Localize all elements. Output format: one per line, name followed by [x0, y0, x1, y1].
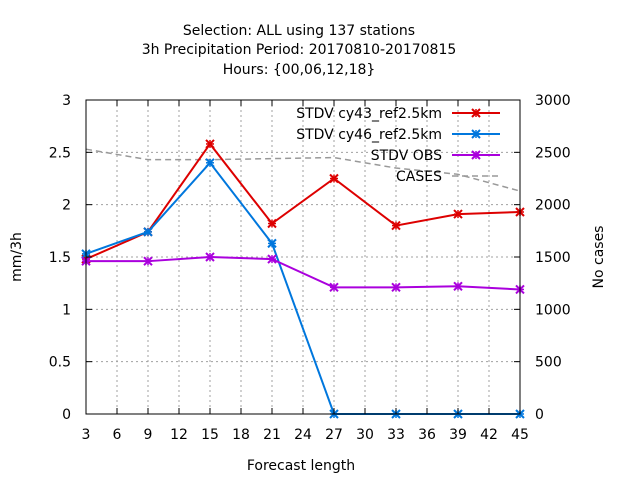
series-line-cases [85, 148, 521, 192]
data-point-stdv-cy46-ref2-5km [205, 158, 215, 168]
x-tick-label: 9 [144, 427, 153, 443]
cases-series [85, 148, 521, 192]
data-point-stdv-cy43-ref2-5km [329, 173, 339, 184]
y2-tick-label: 0 [535, 407, 544, 423]
data-point-stdv-obs [143, 256, 153, 266]
y2-tick-label: 1000 [535, 302, 571, 318]
x-tick-label: 18 [232, 427, 250, 443]
x-tick-label: 3 [82, 427, 91, 443]
x-tick-label: 30 [356, 427, 374, 443]
data-point-stdv-obs [267, 254, 277, 264]
legend-label-stdv-obs: STDV OBS [371, 148, 442, 164]
y2-tick-label: 500 [535, 355, 562, 371]
x-tick-label: 36 [418, 427, 436, 443]
legend-marker-stdv-cy43-ref2-5km [471, 108, 481, 118]
data-point-stdv-obs [453, 281, 463, 292]
x-tick-label: 42 [480, 427, 498, 443]
data-point-stdv-cy43-ref2-5km [205, 139, 215, 149]
data-point-stdv-cy46-ref2-5km [267, 238, 277, 249]
legend-label-cases: CASES [396, 169, 442, 185]
y-tick-label: 1 [62, 302, 71, 318]
x-tick-label: 15 [201, 427, 219, 443]
x-tick-label: 24 [294, 427, 312, 443]
x-tick-label: 27 [325, 427, 343, 443]
legend-marker-stdv-cy46-ref2-5km [471, 129, 481, 139]
data-point-stdv-cy43-ref2-5km [391, 220, 401, 231]
data-point-stdv-obs [205, 252, 215, 262]
y-tick-label: 1.5 [49, 250, 71, 266]
y2-tick-label: 1500 [535, 250, 571, 266]
y-tick-label: 3 [62, 93, 71, 109]
y2-tick-label: 3000 [535, 93, 571, 109]
data-point-stdv-obs [391, 282, 401, 293]
x-tick-label: 33 [387, 427, 405, 443]
y-tick-label: 0 [62, 407, 71, 423]
legend-label-stdv-cy46-ref2-5km: STDV cy46_ref2.5km [296, 127, 442, 143]
legend: STDV cy43_ref2.5km STDV cy46_ref2.5km STDV… [296, 106, 500, 185]
title-line-selection: Selection: ALL using 137 stations [183, 23, 415, 39]
y-axis-label: mm/3h [9, 232, 25, 282]
x-tick-label: 45 [511, 427, 529, 443]
legend-label-stdv-cy43-ref2-5km: STDV cy43_ref2.5km [296, 106, 442, 122]
title-line-parameter-period: 3h Precipitation Period: 20170810-201708… [142, 42, 457, 58]
series-line-stdv-cy43-ref2-5km [85, 142, 521, 261]
y-tick-label: 0.5 [49, 355, 71, 371]
y2-tick-label: 2000 [535, 198, 571, 214]
y2-tick-label: 2500 [535, 145, 571, 161]
y-tick-label: 2.5 [49, 145, 71, 161]
x-tick-label: 6 [113, 427, 122, 443]
legend-marker-stdv-obs [471, 150, 481, 160]
axis-ticks: 3 6 9 12 15 18 21 24 27 30 33 36 39 42 4500.511.522.53… [49, 93, 571, 443]
x-tick-label: 39 [449, 427, 467, 443]
series-line-stdv-obs [86, 255, 521, 291]
y-tick-label: 2 [62, 198, 71, 214]
data-point-stdv-cy43-ref2-5km [453, 209, 463, 219]
y2-axis-label: No cases [591, 226, 607, 289]
chart-title: Selection: ALL using 137 stations 3h Pre… [142, 23, 457, 78]
title-line-hours: Hours: {00,06,12,18} [223, 62, 376, 78]
x-axis-label: Forecast length [247, 458, 355, 474]
data-point-stdv-cy46-ref2-5km [143, 227, 153, 237]
x-tick-label: 12 [170, 427, 188, 443]
data-point-stdv-obs [329, 282, 339, 293]
data-point-stdv-cy43-ref2-5km [267, 218, 277, 229]
x-tick-label: 21 [263, 427, 281, 443]
